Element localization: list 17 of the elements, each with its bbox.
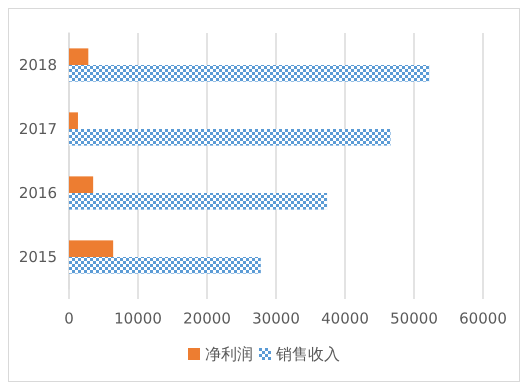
legend-label: 销售收入 bbox=[275, 344, 340, 364]
x-tick-label: 40000 bbox=[321, 310, 369, 328]
y-tick-label: 2018 bbox=[18, 56, 57, 74]
x-tick-label: 60000 bbox=[459, 310, 507, 328]
bar bbox=[69, 240, 114, 257]
x-tick-label: 20000 bbox=[183, 310, 231, 328]
y-tick-label: 2015 bbox=[18, 248, 57, 266]
x-tick-label: 30000 bbox=[252, 310, 300, 328]
bar bbox=[69, 48, 88, 65]
bar bbox=[69, 176, 94, 193]
y-tick-label: 2017 bbox=[18, 120, 57, 138]
bar bbox=[69, 112, 78, 129]
x-tick-label: 50000 bbox=[390, 310, 438, 328]
y-tick-label: 2016 bbox=[18, 184, 57, 202]
x-tick-label: 0 bbox=[64, 310, 74, 328]
legend-label: 净利润 bbox=[205, 344, 253, 364]
x-tick-label: 10000 bbox=[114, 310, 162, 328]
